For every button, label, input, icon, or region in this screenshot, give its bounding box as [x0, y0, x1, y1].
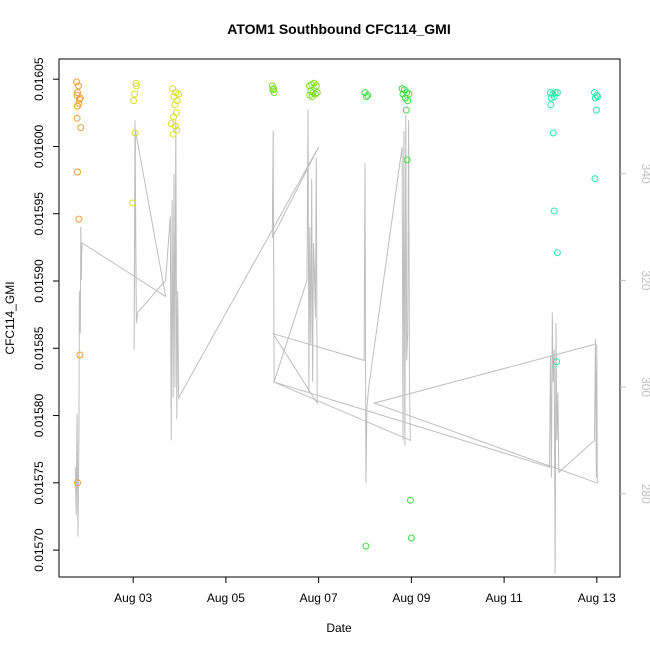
data-point — [592, 106, 600, 114]
data-point — [132, 79, 140, 87]
plot-frame — [58, 58, 621, 578]
data-point — [407, 534, 415, 542]
data-point — [550, 207, 558, 215]
data-point — [73, 78, 81, 86]
data-point — [74, 168, 81, 176]
y-tick-label: 0.01605 — [32, 57, 46, 101]
data-point — [403, 156, 411, 164]
data-point — [171, 122, 179, 130]
y-tick-label: 0.01570 — [32, 528, 46, 572]
data-point — [129, 199, 137, 207]
data-point — [550, 93, 558, 101]
y2-tick-label: 340 — [639, 164, 650, 184]
x-tick-label: Aug 11 — [486, 591, 523, 605]
data-point — [406, 496, 414, 504]
data-point — [132, 82, 140, 90]
y-tick-label: 0.01595 — [32, 192, 46, 236]
data-point — [270, 85, 278, 93]
y-tick-label: 0.01580 — [32, 394, 46, 438]
data-point — [404, 97, 412, 105]
data-point — [130, 97, 138, 105]
data-point — [399, 90, 407, 98]
data-point — [76, 351, 84, 359]
x-axis-label: Date — [326, 621, 352, 635]
data-point — [173, 97, 181, 105]
x-tick-label: Aug 09 — [392, 591, 430, 605]
y2-tick-label: 300 — [639, 377, 650, 397]
scatter-points-layer — [73, 78, 602, 550]
y2-axis: 280 300 320 340 — [620, 164, 650, 504]
chart-title: ATOM1 Southbound CFC114_GMI — [227, 21, 451, 37]
line-series-layer — [74, 109, 598, 574]
data-point — [549, 129, 557, 137]
x-tick-label: Aug 03 — [114, 591, 152, 605]
data-point — [169, 85, 177, 93]
data-point — [312, 82, 320, 90]
x-tick-label: Aug 05 — [207, 591, 245, 605]
data-point — [75, 99, 83, 107]
data-point — [73, 114, 81, 122]
data-point — [362, 542, 370, 550]
data-point — [75, 95, 83, 103]
data-point — [74, 479, 81, 487]
x-axis: Aug 03 Aug 05 Aug 07 Aug 09 Aug 11 Aug 13 — [114, 577, 616, 605]
x-tick-label: Aug 07 — [300, 591, 338, 605]
x-tick-label: Aug 13 — [578, 591, 616, 605]
data-point — [594, 93, 602, 101]
data-point — [308, 93, 316, 101]
line-series-path — [74, 109, 598, 574]
data-point — [171, 101, 179, 109]
data-point — [170, 113, 177, 121]
data-point — [77, 124, 85, 132]
data-point — [173, 126, 181, 134]
y-axis: 0.01570 0.01575 0.01580 0.01585 0.01590 0.015… — [32, 57, 59, 572]
data-point — [362, 93, 370, 101]
data-point — [364, 91, 372, 99]
data-point — [591, 175, 599, 183]
data-point — [547, 101, 555, 109]
data-point — [75, 82, 82, 90]
data-point — [270, 89, 278, 97]
data-point — [553, 358, 560, 366]
data-point — [402, 106, 410, 114]
y-axis-label: CFC114_GMI — [3, 281, 17, 354]
y-tick-label: 0.01575 — [32, 461, 46, 505]
data-point — [551, 89, 559, 97]
y-tick-label: 0.01585 — [32, 326, 46, 370]
y-tick-label: 0.01600 — [32, 124, 46, 168]
data-point — [169, 130, 177, 138]
data-point — [131, 90, 139, 98]
y2-tick-label: 320 — [639, 270, 650, 290]
data-point — [131, 129, 139, 137]
data-point — [313, 89, 321, 97]
y2-tick-label: 280 — [639, 484, 650, 504]
data-point — [74, 89, 81, 97]
data-point — [553, 249, 561, 257]
y-tick-label: 0.01590 — [32, 259, 46, 303]
data-point — [75, 215, 83, 223]
